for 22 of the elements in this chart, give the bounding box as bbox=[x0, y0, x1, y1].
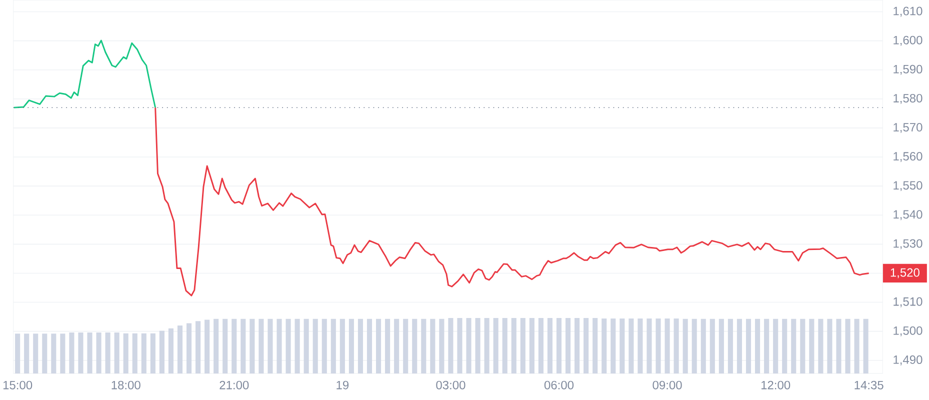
y-tick-label: 1,540 bbox=[894, 210, 922, 220]
x-tick-label: 03:00 bbox=[436, 380, 466, 390]
y-tick-label: 1,510 bbox=[894, 297, 922, 308]
x-tick-label: 06:00 bbox=[544, 380, 574, 390]
x-tick-label: 09:00 bbox=[652, 380, 682, 390]
y-tick-label: 1,580 bbox=[894, 94, 922, 104]
y-tick-label: 1,490 bbox=[894, 355, 922, 366]
y-tick-label: 1,590 bbox=[894, 64, 922, 75]
x-tick-label: 15:00 bbox=[3, 380, 32, 390]
annotation: 1,520 bbox=[890, 268, 920, 278]
y-tick-label: 1,530 bbox=[894, 239, 922, 250]
y-tick-label: 1,570 bbox=[894, 122, 922, 133]
y-tick-label: 1,500 bbox=[894, 326, 922, 336]
x-tick-label: 12:00 bbox=[761, 380, 790, 390]
y-tick-label: 1,600 bbox=[894, 36, 922, 46]
y-tick-label: 1,550 bbox=[894, 181, 922, 192]
y-tick-label: 1,610 bbox=[894, 6, 922, 17]
x-tick-label: 19 bbox=[336, 380, 349, 390]
x-tick-label: 21:00 bbox=[220, 380, 249, 390]
x-tick-label: 14:35 bbox=[854, 380, 884, 390]
x-tick-label: 18:00 bbox=[112, 380, 140, 390]
y-tick-label: 1,560 bbox=[894, 152, 922, 162]
